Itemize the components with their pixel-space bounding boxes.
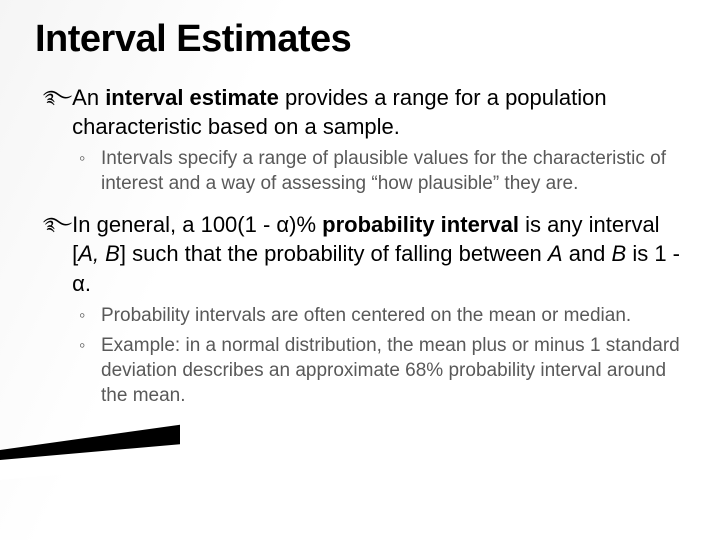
bullet-2-sub-1: ◦ Probability intervals are often center… xyxy=(43,304,680,329)
slide: Interval Estimates ࿐ An interval estimat… xyxy=(0,0,720,540)
text-fragment: . xyxy=(85,271,91,296)
text-fragment: In general, a 100(1 - xyxy=(72,212,276,237)
text-fragment: An xyxy=(72,85,105,110)
text-italic: A xyxy=(548,241,563,266)
bullet-2-sub-2-text: Example: in a normal distribution, the m… xyxy=(101,334,680,408)
text-italic: A, B xyxy=(78,241,120,266)
bullet-2-sub-2: ◦ Example: in a normal distribution, the… xyxy=(43,334,680,408)
slide-title: Interval Estimates xyxy=(35,18,680,61)
text-bold: probability interval xyxy=(322,212,519,237)
bullet-2: ࿐ In general, a 100(1 - α)% probability … xyxy=(43,210,680,297)
text-italic: B xyxy=(612,241,627,266)
bullet-1-text: An interval estimate provides a range fo… xyxy=(72,83,680,141)
bullet-marker-icon: ࿐ xyxy=(43,83,72,109)
sub-bullet-marker-icon: ◦ xyxy=(79,334,101,357)
slide-accent-decoration xyxy=(0,430,200,480)
alpha-symbol: α xyxy=(276,212,289,237)
sub-bullet-marker-icon: ◦ xyxy=(79,147,101,170)
bullet-1: ࿐ An interval estimate provides a range … xyxy=(43,83,680,141)
alpha-symbol: α xyxy=(72,271,85,296)
text-bold: interval estimate xyxy=(105,85,279,110)
bullet-1-sub-1: ◦ Intervals specify a range of plausible… xyxy=(43,147,680,196)
text-fragment: ] such that the probability of falling b… xyxy=(120,241,548,266)
sub-bullet-marker-icon: ◦ xyxy=(79,304,101,327)
bullet-2-text: In general, a 100(1 - α)% probability in… xyxy=(72,210,680,297)
slide-content: ࿐ An interval estimate provides a range … xyxy=(35,83,680,408)
text-fragment: )% xyxy=(289,212,322,237)
text-fragment: and xyxy=(563,241,612,266)
bullet-marker-icon: ࿐ xyxy=(43,210,72,236)
bullet-2-sub-1-text: Probability intervals are often centered… xyxy=(101,304,680,329)
bullet-1-sub-1-text: Intervals specify a range of plausible v… xyxy=(101,147,680,196)
text-fragment: is 1 - xyxy=(626,241,680,266)
